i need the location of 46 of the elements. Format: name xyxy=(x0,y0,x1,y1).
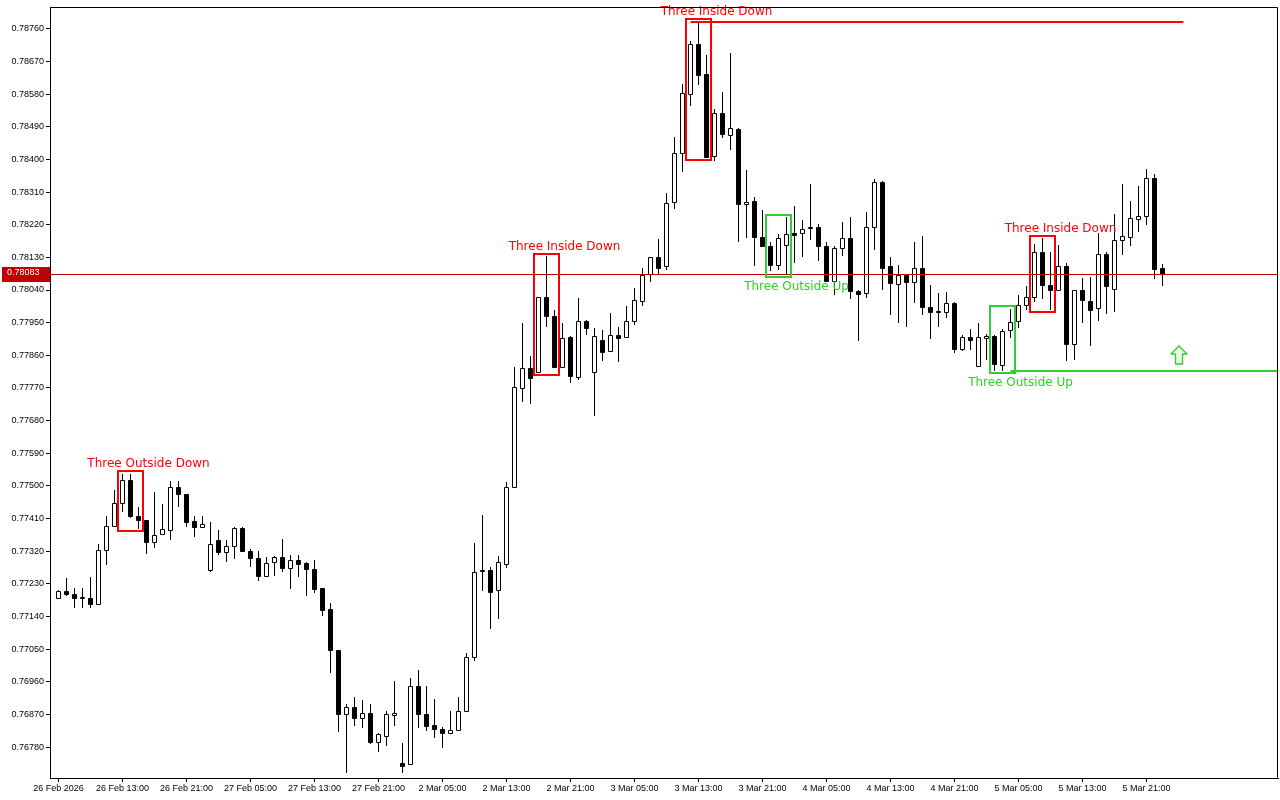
annotation: Three Inside Down xyxy=(659,4,773,18)
y-tick-label: 0.78490 xyxy=(11,121,44,132)
y-tick-label: 0.77320 xyxy=(11,545,44,556)
y-tick-label: 0.77140 xyxy=(11,611,44,622)
y-tick-label: 0.78670 xyxy=(11,55,44,66)
x-tick-label: 26 Feb 21:00 xyxy=(159,782,214,793)
x-tick-label: 5 Mar 21:00 xyxy=(1122,782,1171,793)
x-tick-label: 27 Feb 21:00 xyxy=(351,782,406,793)
x-tick-label: 3 Mar 05:00 xyxy=(610,782,659,793)
x-tick-label: 27 Feb 05:00 xyxy=(223,782,278,793)
y-tick-label: 0.78310 xyxy=(11,186,44,197)
x-tick-label: 3 Mar 13:00 xyxy=(674,782,723,793)
y-tick-label: 0.78130 xyxy=(11,251,44,262)
x-tick-label: 5 Mar 13:00 xyxy=(1058,782,1107,793)
y-tick-label: 0.77410 xyxy=(11,513,44,524)
x-tick-label: 26 Feb 13:00 xyxy=(95,782,150,793)
x-tick-label: 2 Mar 13:00 xyxy=(482,782,531,793)
annotation: Three Outside Down xyxy=(86,456,210,470)
annotation: Three Outside Up xyxy=(967,375,1073,389)
x-tick-label: 4 Mar 05:00 xyxy=(802,782,851,793)
y-tick-label: 0.77950 xyxy=(11,317,44,328)
y-tick-label: 0.77860 xyxy=(11,349,44,360)
y-tick-label: 0.78760 xyxy=(11,23,44,34)
x-tick-label: 5 Mar 05:00 xyxy=(994,782,1043,793)
x-tick-label: 2 Mar 21:00 xyxy=(546,782,595,793)
x-tick-label: 2 Mar 05:00 xyxy=(418,782,467,793)
y-tick-label: 0.77770 xyxy=(11,382,44,393)
y-tick-label: 0.78580 xyxy=(11,88,44,99)
y-tick-label: 0.77050 xyxy=(11,643,44,654)
y-tick-label: 0.78040 xyxy=(11,284,44,295)
y-tick-label: 0.78400 xyxy=(11,153,44,164)
y-tick-label: 0.76870 xyxy=(11,708,44,719)
y-tick-label: 0.77680 xyxy=(11,415,44,426)
ref-line-label: 0.78083 xyxy=(2,267,50,282)
x-tick-label: 4 Mar 21:00 xyxy=(930,782,979,793)
x-tick-label: 4 Mar 13:00 xyxy=(866,782,915,793)
x-tick-label: 27 Feb 13:00 xyxy=(287,782,342,793)
annotation: Three Inside Down xyxy=(507,239,621,253)
y-tick-label: 0.76960 xyxy=(11,676,44,687)
y-tick-label: 0.77500 xyxy=(11,480,44,491)
y-tick-label: 0.77590 xyxy=(11,447,44,458)
x-tick-label: 3 Mar 21:00 xyxy=(738,782,787,793)
x-tick-label: 26 Feb 2026 xyxy=(33,782,84,793)
y-tick-label: 0.77230 xyxy=(11,578,44,589)
y-tick-label: 0.76780 xyxy=(11,741,44,752)
y-tick-label: 0.78220 xyxy=(11,219,44,230)
